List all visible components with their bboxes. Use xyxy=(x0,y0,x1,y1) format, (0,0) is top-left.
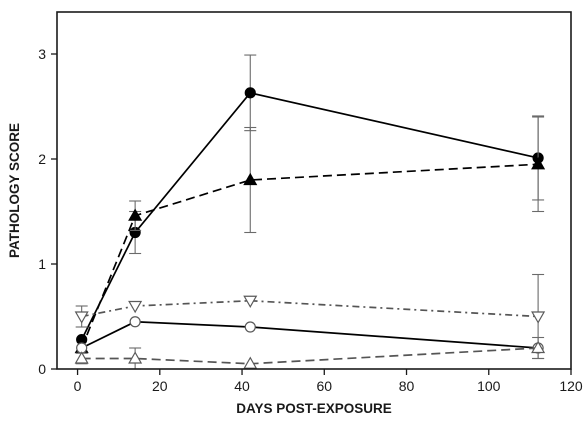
series-2 xyxy=(74,116,546,354)
data-point xyxy=(128,208,143,221)
data-point xyxy=(128,300,143,314)
data-point xyxy=(129,316,141,328)
x-tick-label: 20 xyxy=(152,378,168,394)
data-point xyxy=(243,295,258,308)
x-tick-label: 80 xyxy=(399,378,415,394)
data-point xyxy=(74,351,89,364)
data-point xyxy=(74,311,89,324)
series-3 xyxy=(74,273,546,360)
x-tick-label: 100 xyxy=(477,378,501,394)
axis-ticks: 0 20 40 60 80 100 120 0 1 2 3 xyxy=(38,46,583,394)
data-point xyxy=(243,172,258,186)
plot-area xyxy=(74,54,546,370)
series-line xyxy=(81,320,539,349)
y-tick-label: 1 xyxy=(38,256,46,272)
data-point xyxy=(531,311,546,324)
series-line xyxy=(81,347,539,365)
y-tick-label: 2 xyxy=(38,151,46,167)
series-1 xyxy=(76,54,545,346)
y-tick-label: 0 xyxy=(38,361,46,377)
data-point xyxy=(128,351,143,364)
data-point xyxy=(531,157,546,170)
x-tick-label: 0 xyxy=(74,378,82,394)
x-tick-label: 120 xyxy=(559,378,583,394)
plot-frame xyxy=(56,11,572,370)
series-line xyxy=(80,91,539,340)
series-line xyxy=(80,163,539,349)
data-point xyxy=(531,340,546,354)
x-axis-title: DAYS POST-EXPOSURE xyxy=(236,401,392,416)
x-tick-label: 40 xyxy=(234,378,250,394)
y-axis-title: PATHOLOGY SCORE xyxy=(7,123,22,258)
x-tick-label: 60 xyxy=(316,378,332,394)
y-tick-label: 3 xyxy=(38,46,46,62)
data-point xyxy=(244,87,256,99)
data-point xyxy=(244,321,256,333)
